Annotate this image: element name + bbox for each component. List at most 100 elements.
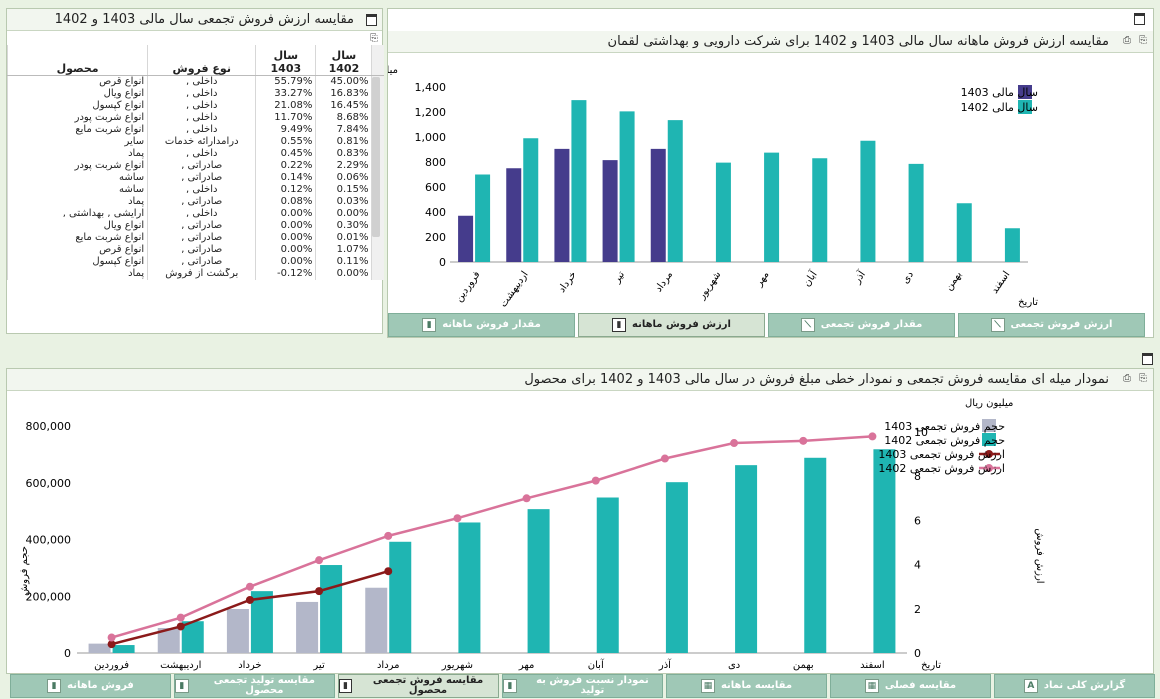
x-tick-label: دی bbox=[728, 660, 740, 671]
monthly-sales-bar-chart: میلیارد ریال 0 200 400 600 800 1,000 1,200 1,400… bbox=[388, 65, 1038, 309]
value-1402-cell: 0.81% bbox=[315, 136, 372, 148]
tab-ارزش-فروش-تجمعی[interactable]: ارزش فروش تجمعی ⟋ bbox=[958, 313, 1145, 337]
tab-label: فروش ماهانه bbox=[67, 680, 134, 691]
export-icon[interactable]: ⎘ bbox=[1139, 35, 1147, 46]
table-row[interactable]: انواع قرص داخلی , 55.79% 45.00% bbox=[7, 75, 384, 88]
x-axis-label: تاریخ bbox=[921, 660, 941, 671]
table-row[interactable]: ساشه صادراتی , 0.14% 0.06% bbox=[7, 172, 384, 184]
col-header-1403[interactable]: سال 1403 bbox=[255, 45, 316, 76]
value-1402-cell: 45.00% bbox=[315, 75, 372, 88]
value-1402-cell: 0.83% bbox=[315, 148, 372, 160]
value-1402-cell: 16.45% bbox=[315, 100, 372, 112]
bar-1402 bbox=[715, 162, 731, 262]
value-1403-cell: -0.12% bbox=[255, 268, 316, 280]
bar-1403 bbox=[554, 148, 570, 262]
table-row[interactable]: انواع شربت پودر صادراتی , 0.22% 2.29% bbox=[7, 160, 384, 172]
value-1403-cell: 0.14% bbox=[255, 172, 316, 184]
table-row[interactable]: انواع ویال صادراتی , 0.00% 0.30% bbox=[7, 220, 384, 232]
bar-1403 bbox=[226, 609, 249, 653]
maximize-icon[interactable] bbox=[366, 14, 377, 26]
value-1403-cell: 21.08% bbox=[255, 100, 316, 112]
tab-ارزش-فروش-ماهانه[interactable]: ارزش فروش ماهانه ▮ bbox=[578, 313, 765, 337]
bar-1403 bbox=[157, 628, 180, 653]
tab-مقایسه-تولید-تجمعی-محصول[interactable]: مقایسه تولید تجمعی محصول ▮ bbox=[174, 674, 335, 698]
tab-مقایسه-فروش-تجمعی-محصول[interactable]: مقایسه فروش تجمعی محصول ▮ bbox=[338, 674, 499, 698]
bar-1402 bbox=[112, 645, 135, 653]
value-1403-cell: 0.00% bbox=[255, 232, 316, 244]
tab-مقایسه-ماهانه[interactable]: مقایسه ماهانه ▦ bbox=[666, 674, 827, 698]
value-1403-cell: 0.45% bbox=[255, 148, 316, 160]
tab-مقایسه-فصلی[interactable]: مقایسه فصلی ▦ bbox=[830, 674, 991, 698]
table-row[interactable]: انواع قرص صادراتی , 0.00% 1.07% bbox=[7, 244, 384, 256]
table-icon: ▦ bbox=[700, 679, 715, 693]
table-icon: ▦ bbox=[864, 679, 879, 693]
table-row[interactable]: انواع شربت پودر داخلی , 11.70% 8.68% bbox=[7, 112, 384, 124]
value-1402-cell: 0.03% bbox=[315, 196, 372, 208]
table-row[interactable]: پماد برگشت از فروش -0.12% 0.00% bbox=[7, 268, 384, 280]
tab-گزارش-کلی-نماد[interactable]: گزارش کلی نماد A bbox=[994, 674, 1155, 698]
x-tick-label: تیر bbox=[611, 269, 627, 286]
bar-1402 bbox=[873, 449, 896, 653]
export-icon[interactable]: ⎘ bbox=[370, 33, 378, 44]
bar-1402 bbox=[523, 138, 539, 262]
table-scroll-area[interactable]: محصول نوع فروش سال 1403 سال 1402 انواع ق… bbox=[7, 45, 384, 327]
table-row[interactable]: سایر درآمدارائه خدمات 0.55% 0.81% bbox=[7, 136, 384, 148]
bar-1402 bbox=[458, 522, 481, 653]
sales-type-cell: داخلی , bbox=[147, 148, 256, 160]
table-row[interactable]: پماد داخلی , 0.45% 0.83% bbox=[7, 148, 384, 160]
col-header-sales-type[interactable]: نوع فروش bbox=[147, 45, 256, 76]
print-icon[interactable]: ⎙ bbox=[1123, 373, 1131, 384]
top-chart-title: مقایسه ارزش فروش ماهانه سال مالی 1403 و … bbox=[388, 31, 1153, 53]
x-tick-label: آبان bbox=[588, 658, 605, 671]
product-cell: انواع شربت پودر bbox=[7, 160, 148, 172]
table-row[interactable]: انواع ویال داخلی , 33.27% 16.83% bbox=[7, 88, 384, 100]
tab-مقدار-فروش-ماهانه[interactable]: مقدار فروش ماهانه ▮ bbox=[388, 313, 575, 337]
top-chart-tabs: مقدار فروش ماهانه ▮ ارزش فروش ماهانه ▮ مقدار… bbox=[388, 313, 1145, 337]
sales-type-cell: داخلی , bbox=[147, 124, 256, 136]
col-header-product[interactable]: محصول bbox=[7, 45, 148, 76]
table-row[interactable]: پماد صادراتی , 0.08% 0.03% bbox=[7, 196, 384, 208]
sales-table: محصول نوع فروش سال 1403 سال 1402 انواع ق… bbox=[7, 45, 384, 280]
legend-marker bbox=[985, 464, 993, 472]
table-scrollbar[interactable] bbox=[372, 77, 380, 237]
line-point bbox=[522, 494, 531, 503]
tab-فروش-ماهانه[interactable]: فروش ماهانه ▮ bbox=[10, 674, 171, 698]
table-row[interactable]: انواع کپسول صادراتی , 0.00% 0.11% bbox=[7, 256, 384, 268]
table-row[interactable]: ساشه داخلی , 0.12% 0.15% bbox=[7, 184, 384, 196]
bar-1402 bbox=[389, 541, 412, 653]
sales-type-cell: صادراتی , bbox=[147, 172, 256, 184]
product-cell: انواع شربت پودر bbox=[7, 112, 148, 124]
left-tick-label: 400,000 bbox=[26, 534, 72, 547]
x-tick-label: خرداد bbox=[238, 660, 261, 671]
bar-1402 bbox=[956, 203, 972, 262]
bar-1402 bbox=[320, 565, 343, 653]
maximize-icon[interactable] bbox=[1134, 13, 1145, 25]
y-tick-label: 1,400 bbox=[415, 81, 447, 94]
col-header-1402[interactable]: سال 1402 bbox=[315, 45, 372, 76]
table-row[interactable]: انواع شربت مایع داخلی , 9.49% 7.84% bbox=[7, 124, 384, 136]
value-1402-cell: 0.15% bbox=[315, 184, 372, 196]
table-row[interactable]: انواع کپسول داخلی , 21.08% 16.45% bbox=[7, 100, 384, 112]
sales-type-cell: صادراتی , bbox=[147, 244, 256, 256]
tab-مقدار-فروش-تجمعی[interactable]: مقدار فروش تجمعی ⟋ bbox=[768, 313, 955, 337]
legend-swatch bbox=[982, 419, 996, 432]
tab-label: مقایسه فصلی bbox=[884, 680, 957, 691]
maximize-icon[interactable] bbox=[1142, 353, 1153, 365]
line-point bbox=[384, 531, 393, 540]
product-cell: پماد bbox=[7, 148, 148, 160]
value-1403-cell: 9.49% bbox=[255, 124, 316, 136]
value-1403-cell: 0.00% bbox=[255, 220, 316, 232]
x-tick-label: بهمن bbox=[943, 269, 964, 292]
product-cell: ساشه bbox=[7, 172, 148, 184]
y-tick-label: 200 bbox=[425, 231, 446, 244]
value-1403-cell: 55.79% bbox=[255, 75, 316, 88]
export-icon[interactable]: ⎘ bbox=[1139, 373, 1147, 384]
tab-نمودار-نسبت-فروش-به-تولید[interactable]: نمودار نسبت فروش به تولید ▮ bbox=[502, 674, 663, 698]
table-row[interactable]: انواع شربت مایع صادراتی , 0.00% 0.01% bbox=[7, 232, 384, 244]
bottom-chart-title: نمودار میله ای مقایسه فروش تجمعی و نمودا… bbox=[7, 369, 1153, 391]
table-row[interactable]: آرایشی , بهداشتی , داخلی , 0.00% 0.00% bbox=[7, 208, 384, 220]
print-icon[interactable]: ⎙ bbox=[1123, 35, 1131, 46]
x-tick-label: مرداد bbox=[377, 660, 400, 671]
legend-swatch bbox=[1018, 85, 1032, 99]
tab-label: نمودار نسبت فروش به تولید bbox=[536, 675, 649, 696]
